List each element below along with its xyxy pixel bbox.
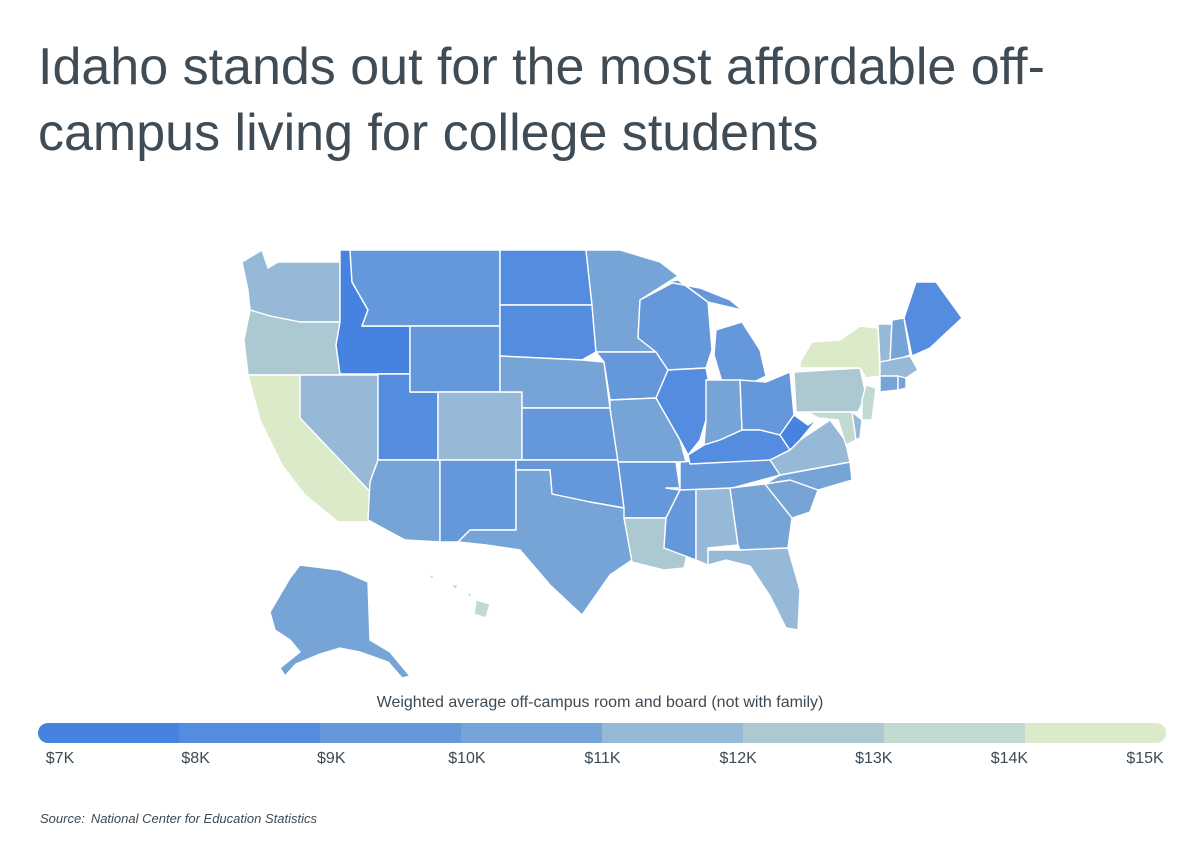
- legend-tick-label: $8K: [181, 750, 210, 767]
- state-arizona: [367, 459, 441, 543]
- legend-segment-6: [743, 723, 884, 743]
- state-hawaii: [427, 573, 491, 619]
- state-new-jersey: [861, 384, 877, 421]
- legend-tick-label: $7K: [45, 750, 75, 767]
- state-kansas: [515, 407, 619, 461]
- state-pennsylvania: [793, 367, 867, 413]
- legend-segment-1: [38, 723, 179, 743]
- legend-tick-label: $15K: [1126, 750, 1164, 767]
- legend-segment-7: [884, 723, 1025, 743]
- state-michigan: [713, 321, 767, 383]
- source-note: Source: National Center for Education Sta…: [40, 811, 323, 826]
- source-label: Source:: [40, 811, 85, 826]
- legend-tick-label: $13K: [855, 750, 893, 767]
- legend-tick-label: $10K: [448, 750, 486, 767]
- state-connecticut: [879, 375, 899, 393]
- legend-tick-label: $12K: [719, 750, 757, 767]
- state-washington: [241, 249, 341, 323]
- legend-tick-label: $9K: [317, 750, 346, 767]
- state-alaska: [269, 564, 411, 679]
- legend-color-scale: [38, 723, 1166, 743]
- source-text: National Center for Education Statistics: [90, 811, 317, 826]
- legend-tick-label: $11K: [584, 750, 621, 767]
- state-florida: [707, 547, 801, 631]
- state-delaware: [851, 411, 863, 441]
- chart-title: Idaho stands out for the most affordable…: [38, 38, 1045, 162]
- legend-tick-label: $14K: [990, 750, 1029, 767]
- state-massachusetts: [879, 355, 919, 379]
- legend-segment-8: [1025, 723, 1166, 743]
- state-north-dakota: [499, 249, 593, 306]
- state-colorado: [437, 391, 523, 461]
- state-maine: [903, 281, 963, 357]
- state-south-dakota: [499, 304, 597, 361]
- state-new-hampshire: [889, 317, 911, 363]
- state-michigan-upper: [667, 279, 743, 311]
- state-kentucky: [687, 429, 791, 465]
- legend-segment-5: [602, 723, 743, 743]
- legend-segment-4: [461, 723, 602, 743]
- legend-title: Weighted average off-campus room and boa…: [376, 694, 824, 711]
- state-montana: [349, 249, 501, 327]
- state-texas: [457, 469, 633, 616]
- state-illinois: [655, 367, 709, 456]
- legend-segment-2: [179, 723, 320, 743]
- state-wyoming: [409, 325, 501, 393]
- legend-segment-3: [320, 723, 461, 743]
- state-rhode-island: [897, 375, 907, 391]
- legend-tick-labels: $7K $8K $9K $10K $11K $12K $13K $14K $15K: [0, 750, 1200, 774]
